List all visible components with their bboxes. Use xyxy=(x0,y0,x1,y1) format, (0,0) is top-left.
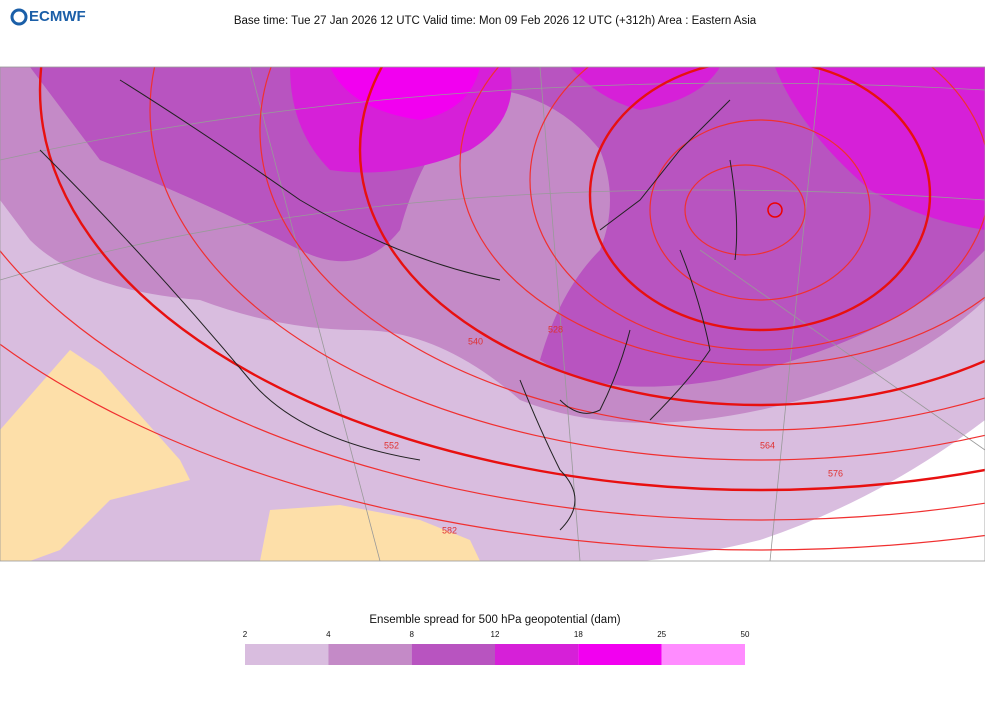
coastlines xyxy=(39,79,738,531)
contours xyxy=(0,67,985,551)
contour-label: 540 xyxy=(468,336,483,346)
colorbar-tick-label: 25 xyxy=(657,630,666,639)
colorbar-tick-label: 2 xyxy=(243,630,248,639)
colorbar-tick-label: 8 xyxy=(409,630,414,639)
logo: ECMWF xyxy=(10,8,86,26)
contour-label: 582 xyxy=(442,525,457,535)
colorbar: 2 4 8 12 18 25 50 xyxy=(243,630,750,665)
colorbar-title: Ensemble spread for 500 hPa geopotential… xyxy=(369,614,620,626)
map: 528 540 552 564 576 582 xyxy=(0,67,985,561)
logo-icon xyxy=(10,8,28,26)
contour-label: 552 xyxy=(384,440,399,450)
contour-labels: 528 540 552 564 576 582 xyxy=(384,324,843,535)
colorbar-tick-label: 50 xyxy=(741,630,750,639)
colorbar-tick-label: 12 xyxy=(491,630,500,639)
logo-text: ECMWF xyxy=(29,8,86,25)
colorbar-segment xyxy=(328,644,412,665)
colorbar-segment xyxy=(411,644,495,665)
contour-label: 576 xyxy=(828,468,843,478)
header-title: Base time: Tue 27 Jan 2026 12 UTC Valid … xyxy=(234,15,757,27)
colorbar-segment xyxy=(578,644,662,665)
colorbar-tick-label: 4 xyxy=(326,630,331,639)
colorbar-segment xyxy=(661,644,745,665)
colorbar-segment xyxy=(495,644,579,665)
contour-label: 528 xyxy=(548,324,563,334)
colorbar-tick-label: 18 xyxy=(574,630,583,639)
colorbar-segment xyxy=(245,644,329,665)
contour-label: 564 xyxy=(760,440,775,450)
